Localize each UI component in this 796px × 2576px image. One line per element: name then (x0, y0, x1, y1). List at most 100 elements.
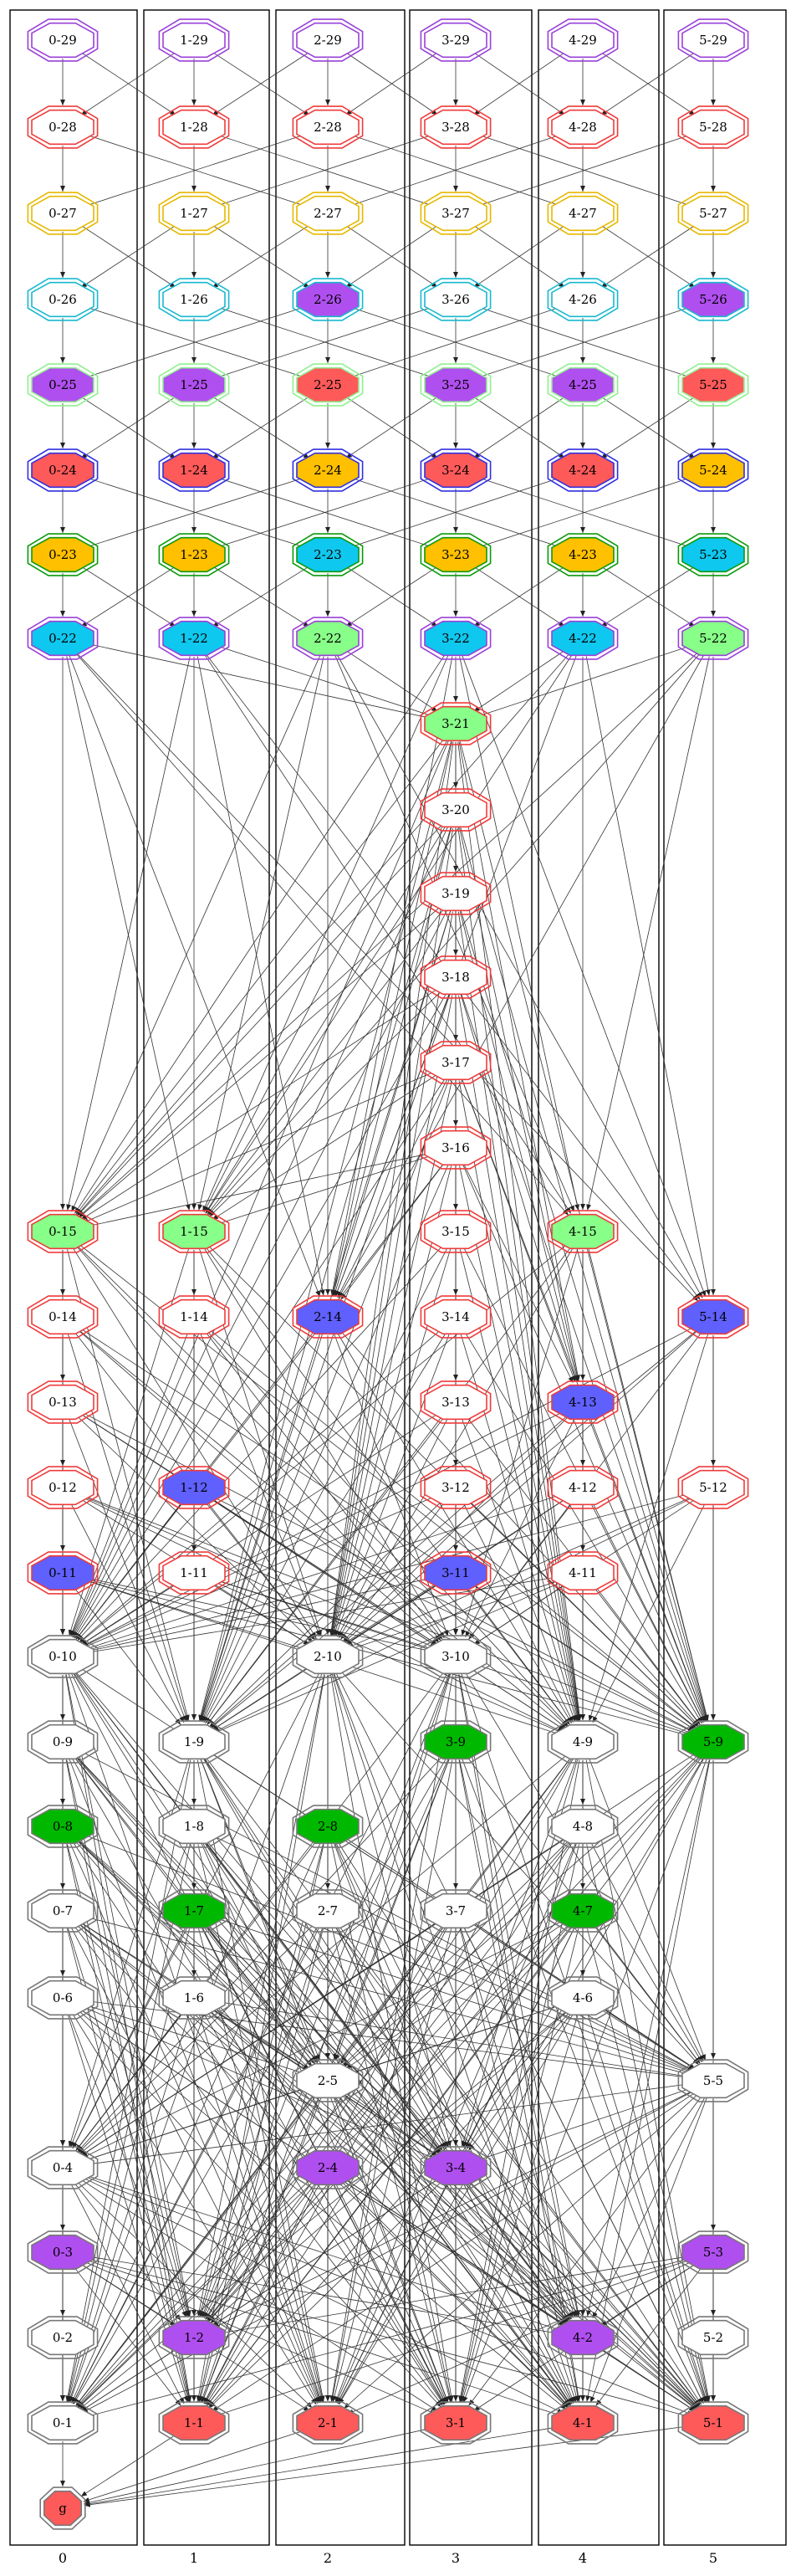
node-5-27: 5-27 (677, 192, 749, 235)
node-inner-shape (31, 452, 94, 489)
edge-5-3-to-1-1 (214, 2257, 696, 2417)
node-0-12: 0-12 (27, 1466, 99, 1509)
node-3-15: 3-15 (420, 1210, 492, 1253)
node-outer-ring (27, 1720, 99, 1764)
node-inner-shape (43, 2490, 82, 2527)
edge-3-11-to-0-10 (84, 1576, 438, 1654)
edge-3-16-to-2-10 (332, 1165, 452, 1636)
edge-4-26-to-2-25 (348, 305, 566, 379)
edge-0-13-to-5-9 (79, 1410, 695, 1733)
node-label: 5-3 (703, 2245, 723, 2260)
node-inner-shape (424, 1892, 487, 1929)
edge-3-18-to-4-9 (458, 995, 581, 1721)
node-1-8: 1-8 (158, 1805, 230, 1848)
node-inner-shape (551, 1384, 615, 1421)
node-label: 5-24 (699, 463, 727, 478)
node-inner-shape (424, 281, 487, 318)
node-4-15: 4-15 (547, 1210, 619, 1253)
node-outer-ring (27, 1805, 99, 1848)
node-inner-shape (31, 366, 94, 403)
node-outer-ring (420, 1551, 492, 1595)
node-label: 1-26 (180, 292, 208, 307)
edge-1-25-to-2-24 (209, 394, 310, 459)
edge-3-7-to-5-1 (463, 1927, 704, 2404)
edge-0-24-to-2-23 (79, 475, 308, 549)
node-inner-shape (296, 109, 360, 146)
edge-5-14-to-4-9 (588, 1334, 708, 1722)
edge-0-23-to-1-22 (78, 564, 176, 627)
edge-2-22-to-1-15 (197, 656, 324, 1211)
edge-3-29-to-2-28 (345, 50, 441, 115)
node-3-17: 3-17 (420, 1041, 492, 1084)
edge-2-5-to-3-4 (342, 2091, 438, 2156)
node-outer-ring (547, 617, 619, 660)
node-outer-ring (677, 278, 749, 321)
node-inner-shape (296, 195, 360, 232)
edge-5-25-to-4-24 (600, 394, 698, 459)
edge-3-18-to-0-15 (80, 986, 441, 1221)
edge-4-6-to-5-5 (598, 2007, 696, 2070)
edge-0-7-to-3-1 (74, 1925, 443, 2406)
edge-4-12-to-0-10 (83, 1493, 566, 1651)
edge-3-19-to-4-13 (459, 911, 579, 1381)
node-outer-ring (547, 1976, 619, 2020)
node-outer-ring (420, 1295, 492, 1339)
edge-0-12-to-5-9 (79, 1493, 693, 1734)
edge-2-8-to-3-1 (331, 1844, 453, 2402)
node-outer-ring (420, 788, 492, 832)
edge-0-27-to-1-26 (78, 223, 176, 289)
node-outer-ring (292, 105, 364, 149)
node-label: 1-6 (184, 1990, 204, 2005)
edge-3-21-to-4-13 (458, 741, 580, 1381)
node-1-25: 1-25 (158, 363, 230, 407)
node-inner-shape (424, 452, 487, 489)
edge-0-28-to-2-27 (79, 132, 308, 207)
edge-3-4-to-2-1 (337, 2184, 448, 2404)
node-inner-shape (162, 2404, 226, 2441)
edge-3-4-to-5-1 (468, 2180, 698, 2408)
node-inner-shape (424, 1129, 487, 1166)
node-inner-shape (681, 452, 745, 489)
node-3-25: 3-25 (420, 363, 492, 407)
edge-1-14-to-2-10 (200, 1334, 320, 1636)
node-1-22: 1-22 (158, 617, 230, 660)
edge-0-9-to-3-1 (71, 1757, 446, 2404)
edge-4-28-to-2-27 (348, 132, 566, 207)
edge-3-9-to-4-2 (459, 1759, 580, 2317)
edge-0-6-to-2-5 (79, 2003, 308, 2076)
edge-0-6-to-4-1 (76, 2009, 567, 2410)
edge-1-8-to-2-5 (202, 1842, 319, 2062)
node-inner-shape (424, 620, 487, 657)
node-0-15: 0-15 (27, 1210, 99, 1253)
node-outer-ring (292, 448, 364, 492)
edge-3-9-to-0-1 (73, 1757, 447, 2404)
node-label: 2-24 (314, 463, 342, 478)
edge-2-5-to-1-2 (203, 2097, 320, 2319)
node-inner-shape (31, 1723, 94, 1760)
node-label: 4-2 (573, 2330, 593, 2345)
edge-0-6-to-3-4 (79, 2005, 436, 2160)
edge-3-16-to-5-9 (462, 1165, 706, 1723)
node-label: 3-29 (441, 33, 470, 48)
node-0-25: 0-25 (27, 363, 99, 407)
node-label: 5-5 (703, 2073, 723, 2088)
node-outer-ring (158, 18, 230, 62)
node-label: 0-29 (48, 33, 77, 48)
node-inner-shape (31, 109, 94, 146)
node-5-14: 5-14 (677, 1295, 749, 1339)
node-inner-shape (424, 1384, 487, 1421)
edge-3-28-to-1-27 (214, 132, 439, 207)
node-outer-ring (158, 1466, 230, 1509)
edge-4-1-to-g (84, 2425, 565, 2507)
node-0-2: 0-2 (27, 2316, 99, 2359)
edge-0-8-to-3-4 (76, 1838, 440, 2154)
node-3-29: 3-29 (420, 18, 492, 62)
node-inner-shape (424, 1044, 487, 1081)
node-inner-shape (296, 452, 360, 489)
node-label: 0-22 (48, 631, 77, 646)
node-outer-ring (158, 2316, 230, 2359)
edge-3-17-to-4-9 (458, 1080, 580, 1721)
node-outer-ring (420, 1126, 492, 1170)
node-1-1: 1-1 (158, 2401, 230, 2445)
node-inner-shape (681, 195, 745, 232)
